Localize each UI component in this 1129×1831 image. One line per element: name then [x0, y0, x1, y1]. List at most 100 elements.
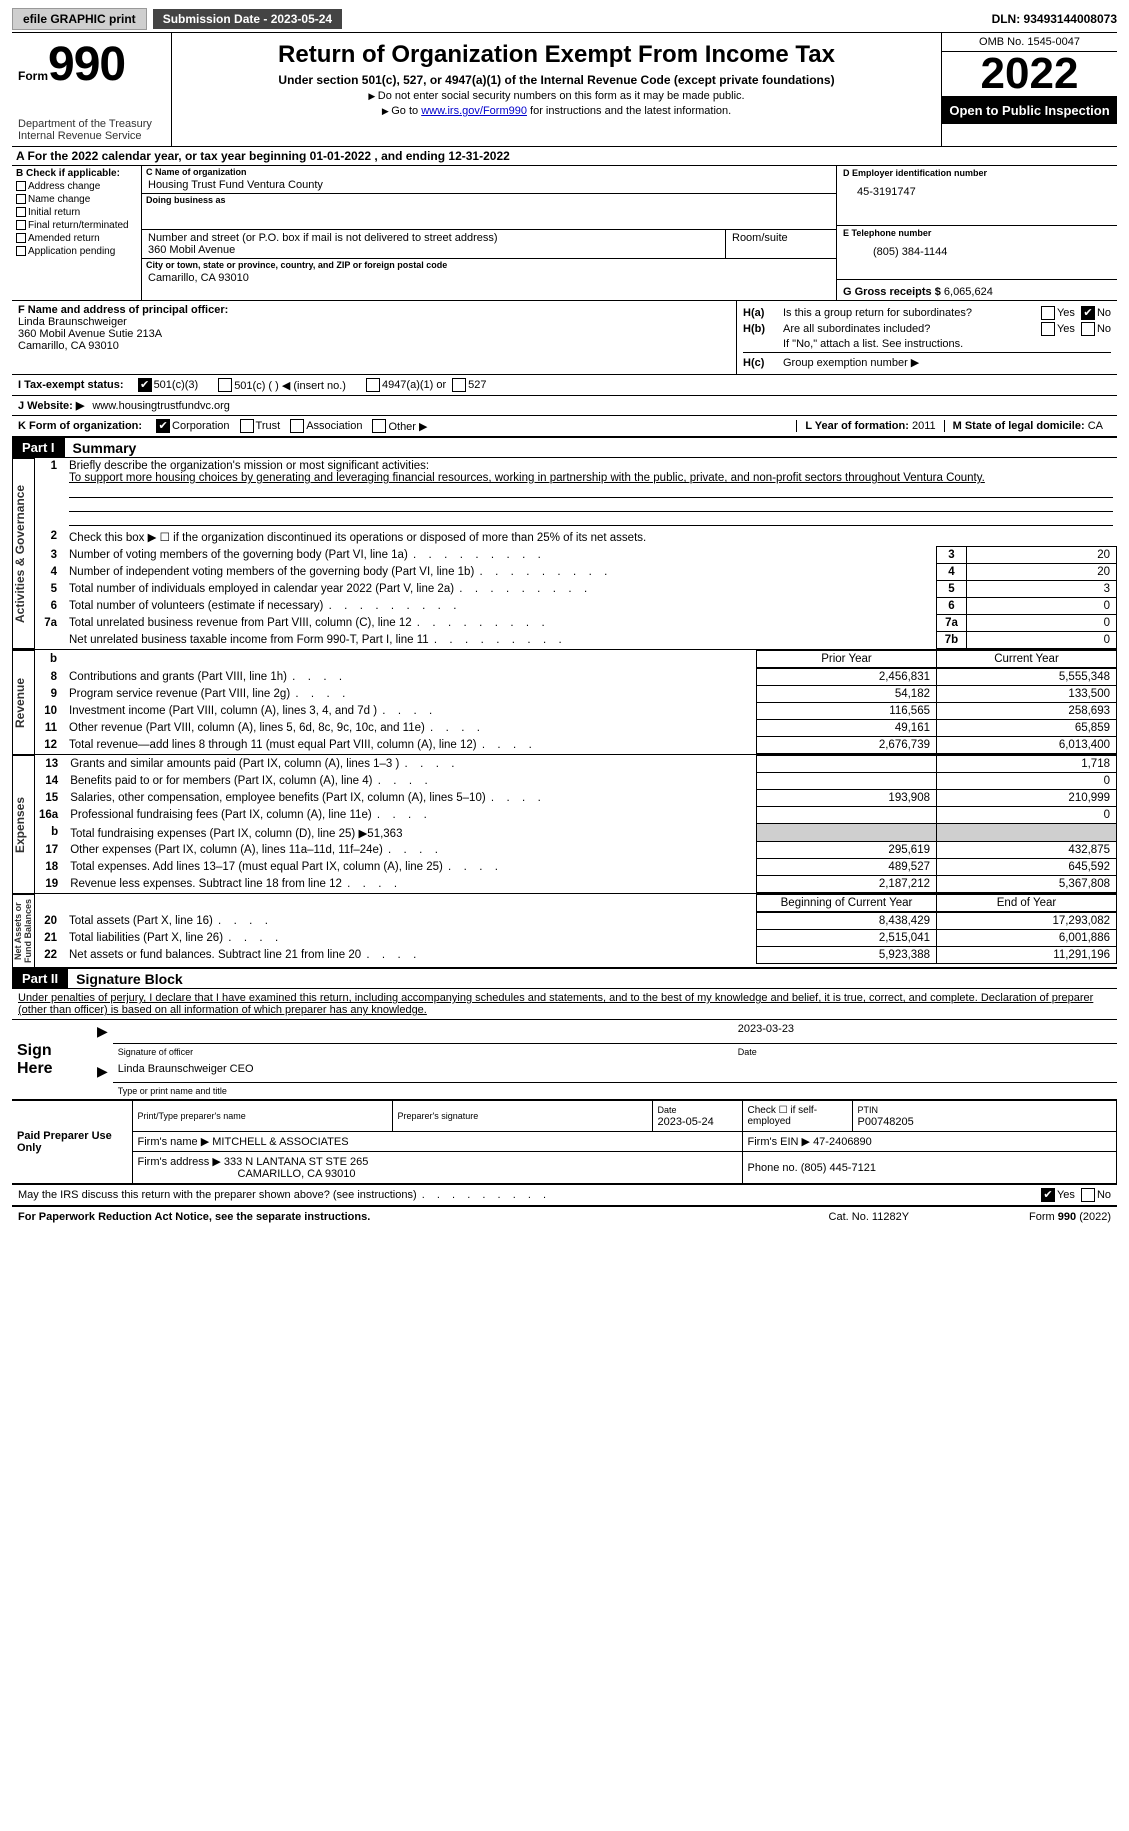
period-a: A For the 2022 calendar year, or tax yea… — [16, 149, 371, 163]
curr-val: 5,367,808 — [937, 876, 1117, 893]
line-num: 3 — [35, 547, 65, 564]
i-lbl: I Tax-exempt status: — [18, 379, 124, 391]
prior-val: 2,676,739 — [757, 737, 937, 754]
yes-lbl2: Yes — [1057, 323, 1075, 335]
mission-lbl: Briefly describe the organization's miss… — [69, 460, 429, 472]
form-subtitle: Under section 501(c), 527, or 4947(a)(1)… — [180, 73, 933, 87]
line-num: 14 — [35, 773, 66, 790]
hb-q: Are all subordinates included? — [783, 323, 1035, 335]
efile-btn[interactable]: efile GRAPHIC print — [12, 8, 147, 30]
faddr2: CAMARILLO, CA 93010 — [238, 1168, 356, 1180]
check-amended[interactable] — [16, 233, 26, 243]
dy-lbl: Yes — [1057, 1189, 1075, 1201]
sig-declaration: Under penalties of perjury, I declare th… — [12, 989, 1117, 1020]
period-row: A For the 2022 calendar year, or tax yea… — [12, 147, 1117, 166]
lbl-name: Name change — [28, 194, 90, 205]
col-d: D Employer identification number 45-3191… — [837, 166, 1117, 300]
line-val: 0 — [967, 598, 1117, 615]
h-block: H(a) Is this a group return for subordin… — [737, 301, 1117, 374]
hb-no[interactable] — [1081, 322, 1095, 336]
k-corp[interactable]: ✔ — [156, 419, 170, 433]
form-id-block: Form990 Department of the Treasury Inter… — [12, 33, 172, 146]
check-initial[interactable] — [16, 207, 26, 217]
ein-val: 45-3191747 — [843, 178, 1111, 206]
ha-no[interactable]: ✔ — [1081, 306, 1095, 320]
i-501c[interactable] — [218, 378, 232, 392]
ha-yes[interactable] — [1041, 306, 1055, 320]
prior-val: 54,182 — [757, 686, 937, 703]
k-o1: Corporation — [172, 420, 229, 432]
line-num: 12 — [35, 737, 65, 754]
hb-yes[interactable] — [1041, 322, 1055, 336]
lbl-amended: Amended return — [28, 233, 100, 244]
c-name-lbl: C Name of organization — [146, 167, 247, 177]
check-pending[interactable] — [16, 246, 26, 256]
check-address[interactable] — [16, 181, 26, 191]
irs-link[interactable]: www.irs.gov/Form990 — [421, 105, 527, 117]
tel-val: (805) 384-1144 — [843, 238, 1111, 266]
line-val: 20 — [967, 547, 1117, 564]
prior-val: 489,527 — [757, 859, 937, 876]
note-ssn: Do not enter social security numbers on … — [180, 90, 933, 102]
gross-val: 6,065,624 — [944, 286, 993, 298]
k-trust[interactable] — [240, 419, 254, 433]
line-desc: Benefits paid to or for members (Part IX… — [66, 773, 756, 790]
pdate-val: 2023-05-24 — [658, 1116, 714, 1128]
k-other[interactable] — [372, 419, 386, 433]
col-c: C Name of organization Housing Trust Fun… — [142, 166, 837, 300]
sig-date-val: 2023-03-23 — [733, 1020, 1117, 1043]
i-501c3[interactable]: ✔ — [138, 378, 152, 392]
title-block: Return of Organization Exempt From Incom… — [172, 33, 942, 146]
curr-val: 133,500 — [937, 686, 1117, 703]
k-assoc[interactable] — [290, 419, 304, 433]
prior-val: 5,923,388 — [757, 947, 937, 964]
department: Department of the Treasury Internal Reve… — [18, 118, 165, 142]
line-val: 0 — [967, 632, 1117, 649]
f-lbl: F Name and address of principal officer: — [18, 304, 228, 316]
prior-val — [757, 807, 937, 824]
i-4947[interactable] — [366, 378, 380, 392]
room-lbl: Room/suite — [732, 232, 830, 244]
side-revenue: Revenue — [13, 650, 35, 754]
form-title: Return of Organization Exempt From Incom… — [180, 41, 933, 69]
check-name[interactable] — [16, 194, 26, 204]
lbl-final: Final return/terminated — [28, 220, 129, 231]
line-desc: Revenue less expenses. Subtract line 18 … — [66, 876, 756, 893]
officer-name: Linda Braunschweiger — [18, 316, 127, 328]
i-o1: 501(c)(3) — [154, 379, 199, 391]
curr-val: 17,293,082 — [937, 913, 1117, 930]
line-desc: Number of independent voting members of … — [65, 564, 937, 581]
line-val: 3 — [967, 581, 1117, 598]
line-desc: Total expenses. Add lines 13–17 (must eq… — [66, 859, 756, 876]
k-o2: Trust — [256, 420, 281, 432]
line-desc: Net unrelated business taxable income fr… — [65, 632, 937, 649]
yes-lbl: Yes — [1057, 307, 1075, 319]
self-emp: Check ☐ if self-employed — [742, 1100, 852, 1132]
lbl-pending: Application pending — [28, 246, 115, 257]
line-num: 21 — [35, 930, 65, 947]
discuss-q: May the IRS discuss this return with the… — [18, 1189, 548, 1201]
discuss-no[interactable] — [1081, 1188, 1095, 1202]
prior-val: 8,438,429 — [757, 913, 937, 930]
prior-val: 2,515,041 — [757, 930, 937, 947]
discuss-yes[interactable]: ✔ — [1041, 1188, 1055, 1202]
line-desc: Total unrelated business revenue from Pa… — [65, 615, 937, 632]
line-num: 8 — [35, 669, 65, 686]
l-lbl: L Year of formation: — [805, 420, 909, 432]
line-desc: Total fundraising expenses (Part IX, col… — [66, 824, 756, 842]
curr-val: 0 — [937, 773, 1117, 790]
note-goto: Go to www.irs.gov/Form990 for instructio… — [180, 105, 933, 117]
prior-val: 2,187,212 — [757, 876, 937, 893]
check-final[interactable] — [16, 220, 26, 230]
k-o4: Other ▶ — [388, 420, 427, 433]
line2: Check this box ▶ ☐ if the organization d… — [65, 528, 1117, 546]
line-val: 0 — [967, 615, 1117, 632]
k-o3: Association — [306, 420, 362, 432]
curr-val: 5,555,348 — [937, 669, 1117, 686]
prior-val — [757, 756, 937, 773]
line-num: 19 — [35, 876, 66, 893]
line-num: 10 — [35, 703, 65, 720]
i-527[interactable] — [452, 378, 466, 392]
prior-val: 116,565 — [757, 703, 937, 720]
line-num: 6 — [35, 598, 65, 615]
